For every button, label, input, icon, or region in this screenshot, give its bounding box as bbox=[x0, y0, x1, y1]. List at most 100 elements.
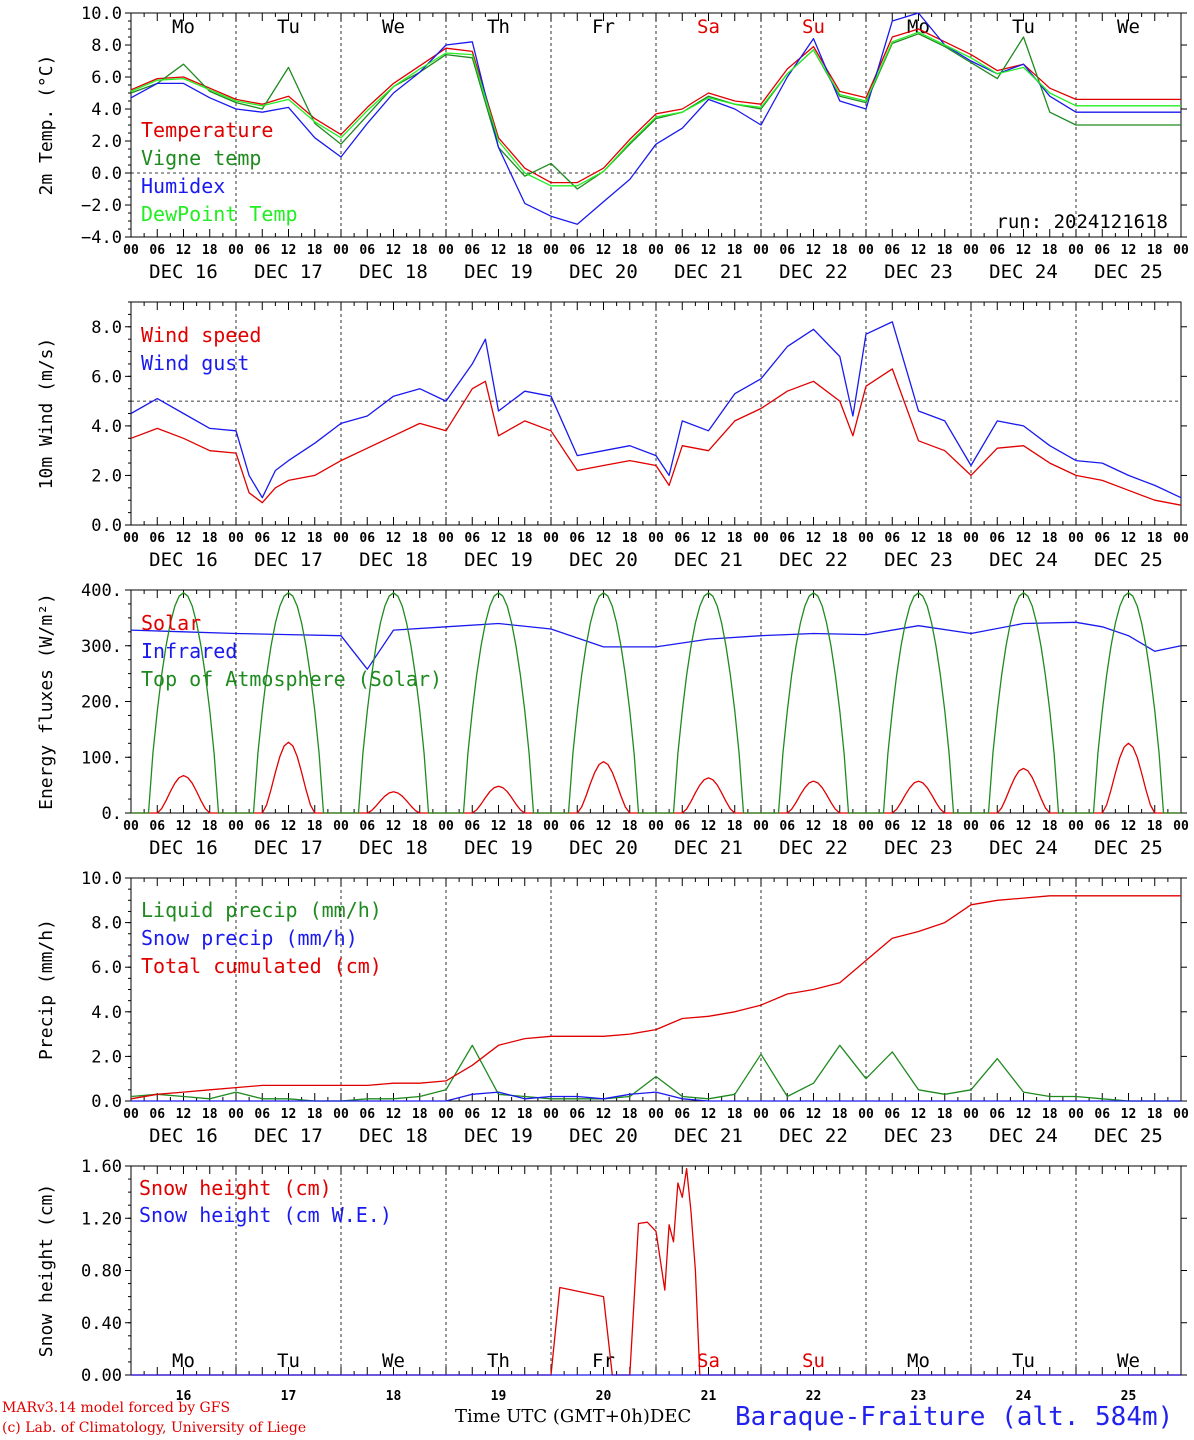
day-label: DEC 20 bbox=[569, 1125, 638, 1147]
y-tick-label: 6.0 bbox=[91, 367, 122, 387]
day-label: DEC 20 bbox=[569, 837, 638, 859]
hour-tick-label: 18 bbox=[727, 531, 743, 546]
hour-tick-label: 00 bbox=[228, 1107, 244, 1122]
y-tick-label: 1.60 bbox=[81, 1157, 122, 1177]
hour-tick-label: 12 bbox=[491, 1107, 507, 1122]
hour-tick-label: 18 bbox=[622, 243, 638, 258]
hour-tick-label: 06 bbox=[569, 243, 585, 258]
hour-tick-label: 12 bbox=[806, 243, 822, 258]
legend-entry: Liquid precip (mm/h) bbox=[141, 898, 382, 922]
day-number-label: 17 bbox=[281, 1389, 297, 1404]
hour-tick-label: 06 bbox=[464, 531, 480, 546]
hour-tick-label: 18 bbox=[412, 819, 428, 834]
hour-tick-label: 12 bbox=[911, 243, 927, 258]
day-label: DEC 18 bbox=[359, 837, 428, 859]
hour-tick-label: 00 bbox=[1068, 819, 1084, 834]
hour-tick-label: 12 bbox=[1016, 1107, 1032, 1122]
weekday-label: Su bbox=[802, 1350, 825, 1372]
series-wind-speed bbox=[130, 368, 1182, 506]
hour-tick-label: 06 bbox=[149, 1107, 165, 1122]
hour-tick-label: 12 bbox=[491, 819, 507, 834]
hour-tick-label: 12 bbox=[596, 243, 612, 258]
hour-tick-label: 12 bbox=[281, 1107, 297, 1122]
y-tick-label: 2.0 bbox=[91, 132, 122, 152]
hour-tick-label: 12 bbox=[386, 243, 402, 258]
hour-tick-label: 00 bbox=[1173, 531, 1189, 546]
y-axis-label: 2m Temp. (°C) bbox=[36, 55, 57, 196]
hour-tick-label: 12 bbox=[386, 1107, 402, 1122]
weekday-label: Mo bbox=[172, 1350, 195, 1372]
hour-tick-label: 00 bbox=[333, 1107, 349, 1122]
series-snow-height-cm- bbox=[131, 1167, 1181, 1376]
legend-entry: Humidex bbox=[141, 174, 225, 198]
hour-tick-label: 12 bbox=[281, 243, 297, 258]
hour-tick-label: 06 bbox=[884, 243, 900, 258]
hour-tick-label: 12 bbox=[701, 531, 717, 546]
hour-tick-label: 06 bbox=[884, 1107, 900, 1122]
weekday-label: Tu bbox=[277, 16, 300, 38]
hour-tick-label: 06 bbox=[359, 819, 375, 834]
hour-tick-label: 00 bbox=[753, 819, 769, 834]
legend-entry: Temperature bbox=[141, 118, 273, 142]
day-label: DEC 16 bbox=[149, 837, 218, 859]
hour-tick-label: 06 bbox=[1094, 243, 1110, 258]
weekday-label: We bbox=[382, 1350, 405, 1372]
hour-tick-label: 12 bbox=[806, 531, 822, 546]
day-label: DEC 22 bbox=[779, 1125, 848, 1147]
hour-tick-label: 00 bbox=[543, 1107, 559, 1122]
hour-tick-label: 18 bbox=[202, 243, 218, 258]
y-tick-label: 1.20 bbox=[81, 1209, 122, 1229]
hour-tick-label: 12 bbox=[491, 531, 507, 546]
hour-tick-label: 06 bbox=[674, 1107, 690, 1122]
hour-tick-label: 00 bbox=[1068, 1107, 1084, 1122]
hour-tick-label: 06 bbox=[149, 819, 165, 834]
weekday-label: Fr bbox=[592, 1350, 615, 1372]
day-number-label: 16 bbox=[176, 1389, 192, 1404]
y-tick-label: 8.0 bbox=[91, 914, 122, 934]
hour-tick-label: 06 bbox=[464, 819, 480, 834]
hour-tick-label: 06 bbox=[884, 819, 900, 834]
day-label: DEC 23 bbox=[884, 837, 953, 859]
hour-tick-label: 00 bbox=[438, 819, 454, 834]
day-label: DEC 18 bbox=[359, 1125, 428, 1147]
hour-tick-label: 00 bbox=[333, 243, 349, 258]
legend-entry: Snow precip (mm/h) bbox=[141, 926, 358, 950]
day-label: DEC 21 bbox=[674, 549, 743, 571]
day-label: DEC 23 bbox=[884, 1125, 953, 1147]
day-label: DEC 17 bbox=[254, 1125, 323, 1147]
series-top-of-atmosphere-solar- bbox=[131, 592, 1181, 814]
hour-tick-label: 12 bbox=[176, 531, 192, 546]
hour-tick-label: 18 bbox=[937, 819, 953, 834]
hour-tick-label: 06 bbox=[989, 243, 1005, 258]
hour-tick-label: 00 bbox=[438, 531, 454, 546]
hour-tick-label: 18 bbox=[412, 1107, 428, 1122]
y-tick-label: 10.0 bbox=[81, 869, 122, 889]
day-label: DEC 25 bbox=[1094, 549, 1163, 571]
y-tick-label: 6.0 bbox=[91, 958, 122, 978]
hour-tick-label: 00 bbox=[1173, 243, 1189, 258]
hour-tick-label: 06 bbox=[989, 531, 1005, 546]
hour-tick-label: 00 bbox=[963, 1107, 979, 1122]
hour-tick-label: 06 bbox=[569, 531, 585, 546]
hour-tick-label: 12 bbox=[1016, 243, 1032, 258]
day-number-label: 25 bbox=[1121, 1389, 1137, 1404]
day-label: DEC 19 bbox=[464, 261, 533, 283]
legend-entry: Vigne temp bbox=[141, 146, 261, 170]
legend-entry: Wind speed bbox=[141, 323, 261, 347]
hour-tick-label: 06 bbox=[779, 1107, 795, 1122]
time-axis-month: DEC bbox=[649, 1406, 692, 1427]
hour-tick-label: 06 bbox=[884, 531, 900, 546]
hour-tick-label: 12 bbox=[911, 819, 927, 834]
series-total-cumulated-cm- bbox=[130, 895, 1181, 1100]
weekday-label: Mo bbox=[907, 1350, 930, 1372]
panel-5: 0.00 0.40 0.80 1.20 1.60 Snow height (cm) 16 17… bbox=[36, 1157, 1187, 1404]
hour-tick-label: 00 bbox=[648, 1107, 664, 1122]
time-axis-label: Time UTC (GMT+0h)DEC bbox=[455, 1406, 691, 1427]
y-tick-label: 0.80 bbox=[81, 1262, 122, 1282]
day-label: DEC 23 bbox=[884, 261, 953, 283]
legend-entry: DewPoint Temp bbox=[141, 202, 298, 226]
hour-tick-label: 18 bbox=[517, 819, 533, 834]
day-label: DEC 19 bbox=[464, 1125, 533, 1147]
y-axis-label: 10m Wind (m/s) bbox=[36, 338, 57, 490]
